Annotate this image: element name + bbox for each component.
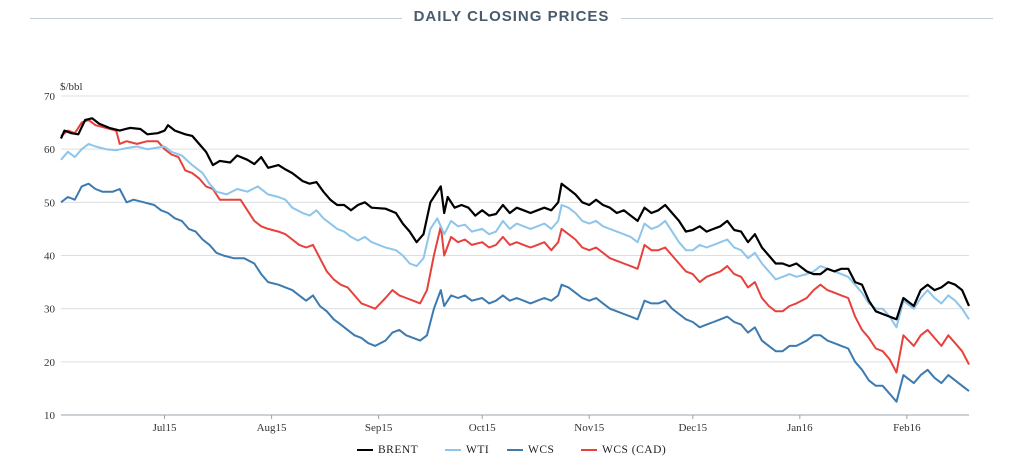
y-tick-label: 30 <box>44 304 56 316</box>
legend-item[interactable]: WTI <box>445 444 489 456</box>
legend-swatch <box>445 449 461 451</box>
legend-item[interactable]: WCS (CAD) <box>581 444 666 456</box>
series-line-wti <box>60 142 970 329</box>
chart-title: DAILY CLOSING PRICES <box>401 8 622 25</box>
y-tick-label: 40 <box>44 251 56 263</box>
legend-label: WTI <box>466 444 490 456</box>
legend-label: BRENT <box>378 444 419 456</box>
legend-item[interactable]: BRENT <box>357 444 418 456</box>
axes: 70 60 50 40 30 20 10 Jul15 Aug15 Sep15 Oct15 Nov15 D… <box>44 91 921 434</box>
x-tick-label: Nov15 <box>574 422 604 434</box>
legend-label: WCS <box>528 444 555 456</box>
y-tick-label: 70 <box>44 91 56 103</box>
x-tick-label: Dec15 <box>678 422 707 434</box>
y-tick-label: 20 <box>44 357 56 369</box>
grid <box>61 95 969 416</box>
x-tick-label: Feb16 <box>893 422 921 434</box>
chart-title-bar: DAILY CLOSING PRICES <box>0 8 1023 30</box>
series-lines <box>59 117 971 403</box>
chart-title-wrap: DAILY CLOSING PRICES <box>0 8 1023 25</box>
legend-swatch <box>507 449 523 451</box>
series-line-wcs <box>60 182 970 403</box>
legend-item[interactable]: WCS <box>507 444 554 456</box>
legend-swatch <box>357 449 373 451</box>
legend: BRENT WTI WCS WCS (CAD) <box>0 444 1023 464</box>
x-tick-label: Aug15 <box>257 422 287 434</box>
x-tick-label: Oct15 <box>469 422 496 434</box>
series-line-brent <box>59 117 971 321</box>
legend-label: WCS (CAD) <box>602 444 667 456</box>
x-tick-label: Jan16 <box>787 422 813 434</box>
y-tick-label: 60 <box>44 144 56 156</box>
y-axis-unit-label: $/bbl <box>60 81 83 93</box>
x-tick-label: Jul15 <box>153 422 177 434</box>
y-tick-label: 10 <box>44 410 56 422</box>
y-tick-label: 50 <box>44 197 56 209</box>
legend-swatch <box>581 449 597 451</box>
x-tick-label: Sep15 <box>365 422 393 434</box>
series-line-wcs-cad <box>60 118 970 374</box>
